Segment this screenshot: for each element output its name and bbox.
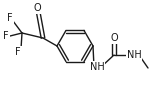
Text: O: O <box>33 3 41 13</box>
Text: F: F <box>7 13 13 23</box>
Text: O: O <box>110 33 118 43</box>
Text: F: F <box>3 31 9 41</box>
Text: NH: NH <box>90 62 104 72</box>
Text: F: F <box>15 47 21 57</box>
Text: NH: NH <box>127 50 141 60</box>
